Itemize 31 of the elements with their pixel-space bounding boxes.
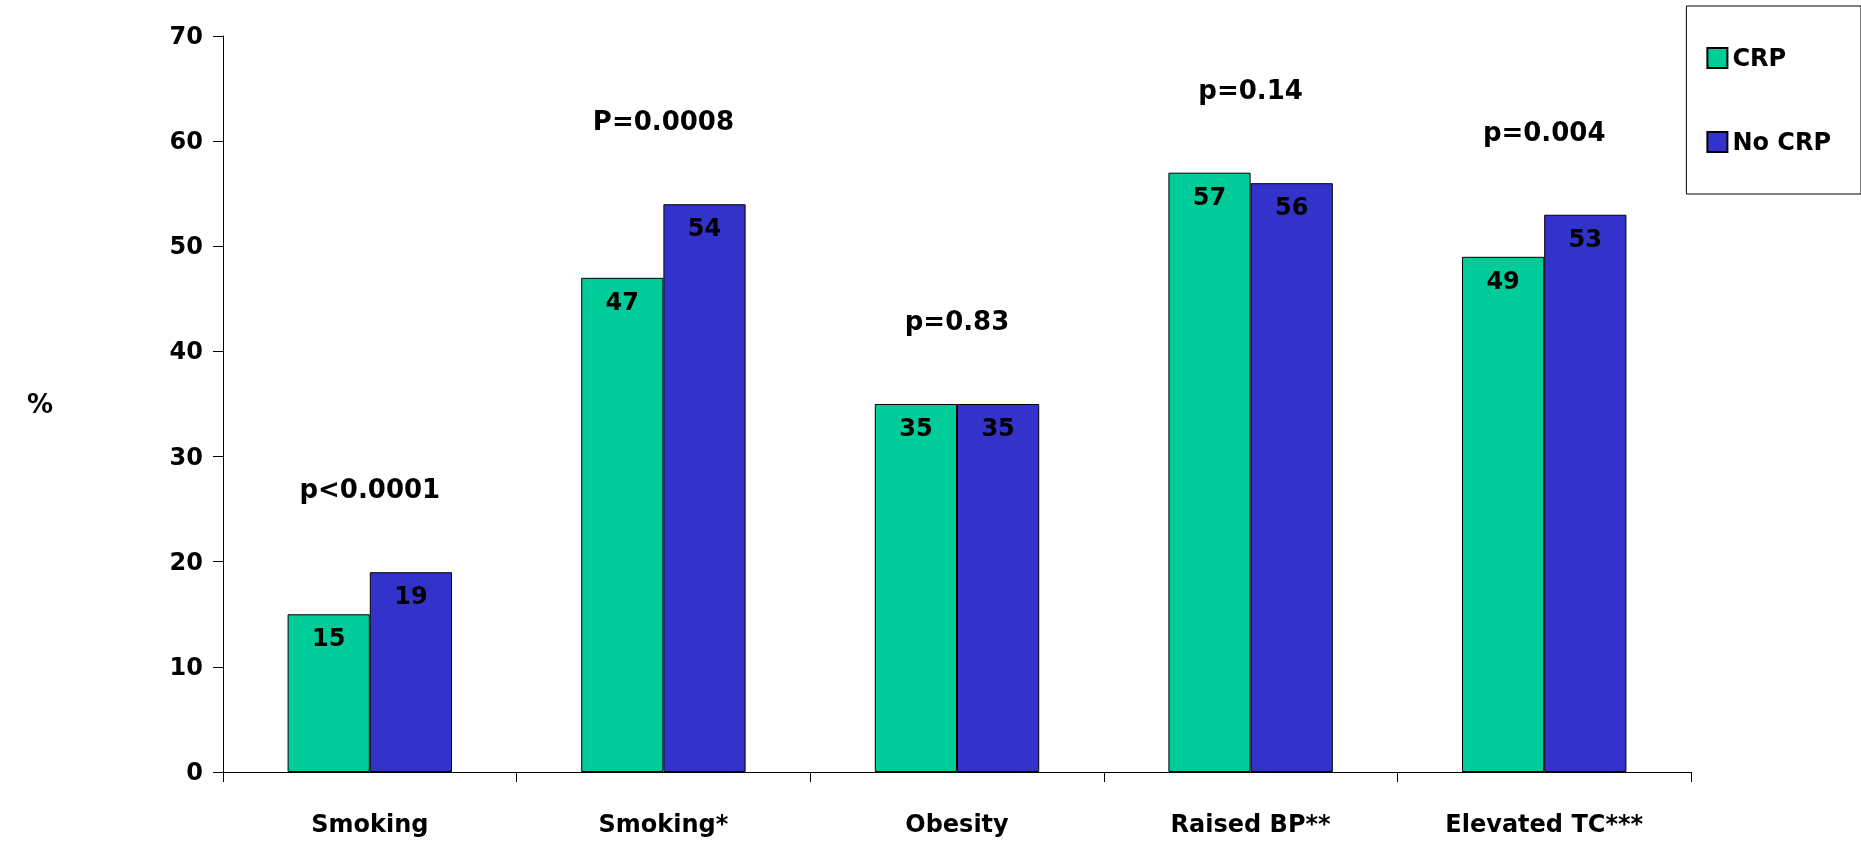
annotation: p=0.004 xyxy=(1482,116,1606,147)
y-tick-label: 30 xyxy=(169,442,203,471)
data-label: 49 xyxy=(1486,266,1520,295)
data-label: 53 xyxy=(1568,224,1603,253)
y-tick-label: 40 xyxy=(169,337,203,366)
annotation: p=0.14 xyxy=(1198,74,1303,105)
data-label: 57 xyxy=(1192,182,1227,211)
y-tick-label: 50 xyxy=(169,232,203,261)
x-tick-label: Elevated TC*** xyxy=(1445,810,1644,838)
y-tick-label: 70 xyxy=(169,22,203,50)
x-tick-label: Smoking xyxy=(311,810,429,838)
x-tick-label: Raised BP** xyxy=(1170,810,1332,838)
y-tick-label: 20 xyxy=(169,547,203,576)
data-label: 47 xyxy=(605,287,639,316)
legend-label: No CRP xyxy=(1732,128,1832,156)
x-tick-label: Obesity xyxy=(905,810,1010,838)
y-tick-label: 10 xyxy=(169,652,203,681)
legend-label: CRP xyxy=(1732,44,1787,72)
y-tick-label: 60 xyxy=(169,127,203,156)
y-tick-label: 0 xyxy=(186,758,203,786)
data-label: 35 xyxy=(899,414,933,442)
data-label: 19 xyxy=(394,582,428,611)
data-label: 54 xyxy=(687,214,722,243)
annotation: P=0.0008 xyxy=(592,106,734,137)
y-axis-title: % xyxy=(26,389,53,419)
annotation: p=0.83 xyxy=(904,306,1010,336)
data-label: 35 xyxy=(981,414,1015,442)
data-label: 15 xyxy=(311,624,346,653)
data-label: 56 xyxy=(1275,193,1309,222)
annotation: p<0.0001 xyxy=(299,474,441,505)
x-tick-label: Smoking* xyxy=(598,810,729,838)
